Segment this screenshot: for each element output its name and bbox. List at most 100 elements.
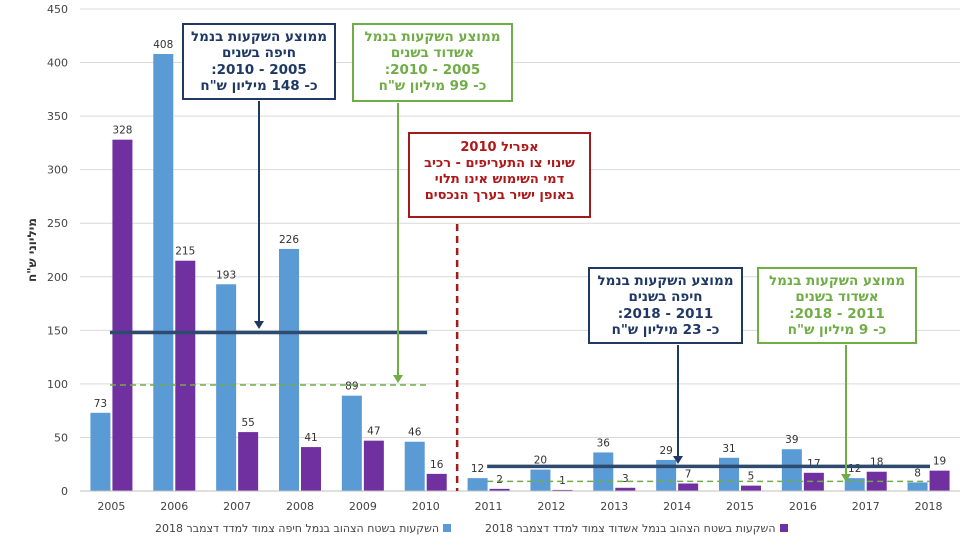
bar-ashdod: [866, 471, 887, 491]
x-tick-label: 2017: [852, 500, 880, 513]
bar-haifa: [656, 459, 677, 491]
annotation-line: באופן ישיר בערך הנכסים: [424, 187, 575, 203]
data-label: 73: [94, 398, 107, 410]
annotation-line: כ- 9 מיליון ש"ח: [787, 322, 887, 339]
bar-haifa: [719, 457, 739, 491]
arrow-haifa-2011-2018-head: [673, 456, 683, 464]
bar-haifa: [781, 449, 802, 491]
annotation-line: שינוי צו התעריפים - רכיב: [424, 155, 575, 171]
x-tick-label: 2015: [726, 500, 754, 513]
x-tick-label: 2005: [97, 500, 125, 513]
data-label: 29: [659, 445, 672, 457]
data-label: 89: [345, 381, 358, 393]
bar-ashdod: [803, 472, 824, 491]
annotation-line: אשדוד בשנים: [390, 45, 475, 62]
y-tick-label: 250: [47, 217, 68, 230]
annotation-april-2010: אפריל 2010 שינוי צו התעריפים - רכיב דמי …: [408, 132, 591, 218]
annotation-line: כ- 99 מיליון ש"ח: [378, 78, 487, 95]
data-label: 2: [496, 474, 503, 486]
x-tick-label: 2011: [475, 500, 503, 513]
data-label: 19: [933, 456, 946, 468]
data-label: 39: [785, 434, 798, 446]
bar-ashdod: [615, 487, 636, 491]
arrow-ashdod-2011-2018-head: [841, 474, 851, 482]
data-label: 328: [112, 125, 132, 137]
bar-ashdod: [426, 473, 447, 491]
annotation-line: כ- 148 מיליון ש"ח: [200, 78, 318, 95]
y-tick-label: 300: [47, 164, 68, 177]
bar-haifa: [907, 482, 928, 491]
data-label: 47: [367, 426, 380, 438]
legend-label-ashdod: השקעות בשטח הצהוב בנמל אשדוד צמוד למדד ד…: [485, 521, 776, 535]
annotation-line: ממוצע השקעות בנמל: [364, 29, 501, 45]
bar-haifa: [844, 478, 865, 491]
arrow-ashdod-2005-2010-head: [393, 375, 403, 383]
bar-haifa: [404, 441, 425, 491]
bar-ashdod: [175, 260, 196, 491]
arrow-haifa-2005-2010-head: [254, 321, 264, 329]
annotation-line: חיפה בשנים: [221, 45, 297, 62]
y-tick-label: 0: [61, 485, 68, 498]
bar-ashdod: [238, 432, 259, 491]
data-label: 55: [241, 417, 254, 429]
annotation-line: 2011 - 2018:: [789, 305, 885, 322]
data-label: 16: [430, 459, 444, 471]
bar-haifa: [153, 53, 174, 492]
x-tick-label: 2018: [915, 500, 943, 513]
annotation-line: ממוצע השקעות בנמל: [769, 273, 905, 289]
x-tick-label: 2008: [286, 500, 314, 513]
annotation-line: 2005 - 2010:: [384, 61, 481, 78]
data-label: 31: [722, 443, 735, 455]
y-tick-label: 450: [47, 3, 68, 16]
bar-haifa: [593, 452, 614, 491]
annotation-line: חיפה בשנים: [628, 289, 703, 306]
bar-haifa: [216, 284, 237, 491]
bar-ashdod: [552, 489, 573, 491]
data-label: 36: [597, 437, 611, 449]
annotation-line: דמי השימוש אינו תלוי: [434, 171, 565, 187]
legend-item-haifa: השקעות בשטח הצהוב בנמל חיפה צמוד למדד דצ…: [155, 519, 490, 537]
bar-ashdod: [929, 470, 950, 491]
bar-ashdod: [489, 488, 510, 491]
y-axis-title: מיליוני ש"ח: [25, 218, 39, 282]
data-label: 7: [685, 469, 692, 481]
annotation-line: 2011 - 2018:: [617, 305, 714, 322]
data-label: 41: [304, 432, 317, 444]
y-tick-label: 100: [47, 378, 68, 391]
x-tick-label: 2010: [412, 500, 440, 513]
annotation-haifa-2011-2018: ממוצע השקעות בנמל חיפה בשנים 2011 - 2018…: [588, 267, 743, 344]
annotation-haifa-2005-2010: ממוצע השקעות בנמל חיפה בשנים 2005 - 2010…: [182, 23, 336, 100]
legend-item-ashdod: השקעות בשטח הצהוב בנמל אשדוד צמוד למדד ד…: [485, 519, 830, 537]
annotation-line: אשדוד בשנים: [795, 289, 879, 306]
data-label: 3: [622, 473, 629, 485]
y-tick-label: 50: [54, 431, 68, 444]
x-tick-label: 2013: [600, 500, 628, 513]
bar-ashdod: [112, 139, 133, 492]
x-tick-label: 2006: [160, 500, 188, 513]
annotation-line: ממוצע השקעות בנמל: [597, 273, 734, 289]
annotation-line: ממוצע השקעות בנמל: [191, 29, 327, 45]
data-label: 226: [279, 234, 299, 246]
x-tick-label: 2007: [223, 500, 251, 513]
y-tick-label: 200: [47, 271, 68, 284]
bar-haifa: [530, 469, 551, 491]
x-tick-label: 2012: [537, 500, 565, 513]
data-label: 5: [748, 471, 755, 483]
data-label: 20: [534, 455, 547, 467]
bar-haifa: [279, 248, 299, 491]
data-label: 46: [408, 427, 422, 439]
y-tick-label: 350: [47, 110, 68, 123]
x-tick-label: 2016: [789, 500, 817, 513]
annotation-line: אפריל 2010: [460, 140, 539, 155]
bar-haifa: [341, 395, 362, 491]
legend-swatch-haifa: [443, 524, 452, 532]
bar-ashdod: [741, 485, 761, 491]
annotation-line: כ- 23 מיליון ש"ח: [611, 322, 720, 339]
annotation-ashdod-2011-2018: ממוצע השקעות בנמל אשדוד בשנים 2011 - 201…: [757, 267, 917, 344]
data-label: 408: [153, 39, 173, 51]
x-tick-label: 2009: [349, 500, 377, 513]
data-label: 12: [471, 463, 484, 475]
bar-ashdod: [678, 483, 699, 491]
annotation-line: 2005 - 2010:: [211, 61, 307, 78]
data-label: 193: [216, 269, 236, 281]
